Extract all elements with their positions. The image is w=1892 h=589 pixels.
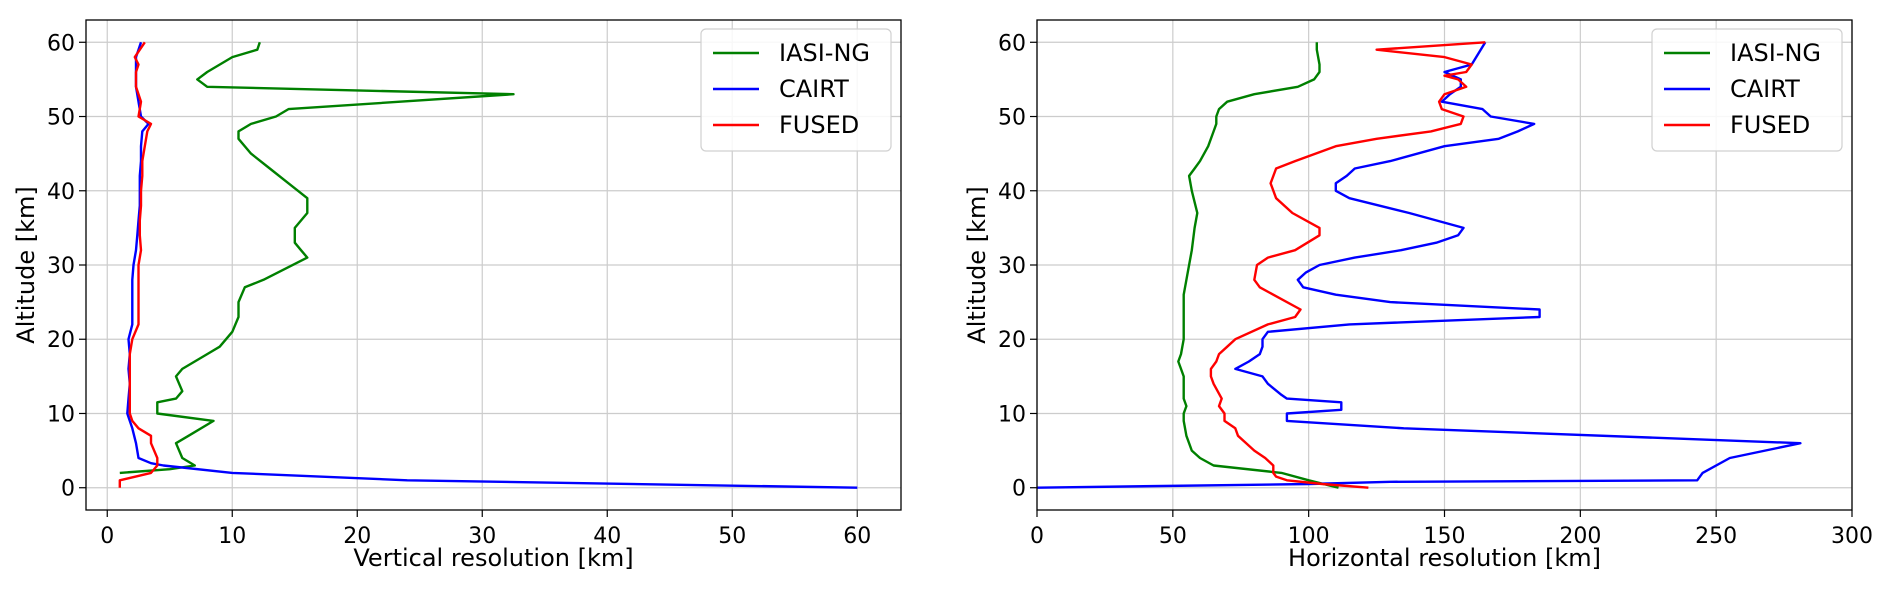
series-line-iasi-ng: [119, 41, 515, 475]
series-line-fused: [1209, 41, 1486, 489]
x-tick-label: 40: [593, 524, 621, 549]
series-line-cairt: [1036, 41, 1802, 489]
y-tick-label: 40: [47, 180, 75, 205]
legend-label-iasi-ng: IASI-NG: [779, 39, 870, 67]
series-line-cairt: [126, 41, 858, 489]
legend-box: [1651, 28, 1843, 152]
legend-box: [700, 28, 892, 152]
x-tick-label: 10: [218, 524, 246, 549]
x-tick-label: 100: [1288, 524, 1330, 549]
y-tick-label: 50: [998, 106, 1026, 131]
legend-label-fused: FUSED: [1730, 111, 1810, 139]
legend-label-cairt: CAIRT: [779, 75, 849, 103]
x-tick-label: 30: [468, 524, 496, 549]
y-tick-label: 20: [998, 328, 1026, 353]
y-tick-label: 40: [998, 180, 1026, 205]
y-axis-label: Altitude [km]: [12, 186, 40, 343]
x-tick-label: 50: [718, 524, 746, 549]
horizontal-resolution-chart: 0 50 100 150 200 250 300 0 10 20 30 40 50 60 Horizonta…: [963, 19, 1873, 572]
x-axis-label: Horizontal resolution [km]: [1288, 544, 1601, 572]
y-tick-label: 30: [47, 254, 75, 279]
series-line-iasi-ng: [1177, 42, 1339, 489]
y-tick-label: 0: [61, 477, 75, 502]
x-tick-label: 300: [1831, 524, 1873, 549]
y-tick-label: 60: [998, 31, 1026, 56]
y-tick-label: 50: [47, 106, 75, 131]
x-tick-label: 50: [1159, 524, 1187, 549]
x-tick-label: 200: [1559, 524, 1601, 549]
y-tick-label: 60: [47, 31, 75, 56]
vertical-resolution-chart: 0 10 20 30 40 50 60 0 10 20 30 40 50 60 Vertical resol…: [12, 19, 902, 572]
y-tick-label: 20: [47, 328, 75, 353]
y-tick-label: 0: [1012, 477, 1026, 502]
legend-label-iasi-ng: IASI-NG: [1730, 39, 1821, 67]
x-axis-label: Vertical resolution [km]: [353, 544, 633, 572]
y-tick-label: 10: [47, 402, 75, 427]
x-tick-label: 0: [100, 524, 114, 549]
x-tick-label: 0: [1030, 524, 1044, 549]
y-tick-label: 10: [998, 402, 1026, 427]
legend-label-cairt: CAIRT: [1730, 75, 1800, 103]
series-line-fused: [118, 41, 159, 488]
x-tick-label: 60: [843, 524, 871, 549]
x-tick-label: 150: [1424, 524, 1466, 549]
x-tick-label: 20: [343, 524, 371, 549]
y-tick-label: 30: [998, 254, 1026, 279]
x-tick-label: 250: [1695, 524, 1737, 549]
y-axis-label: Altitude [km]: [963, 186, 991, 343]
legend-label-fused: FUSED: [779, 111, 859, 139]
